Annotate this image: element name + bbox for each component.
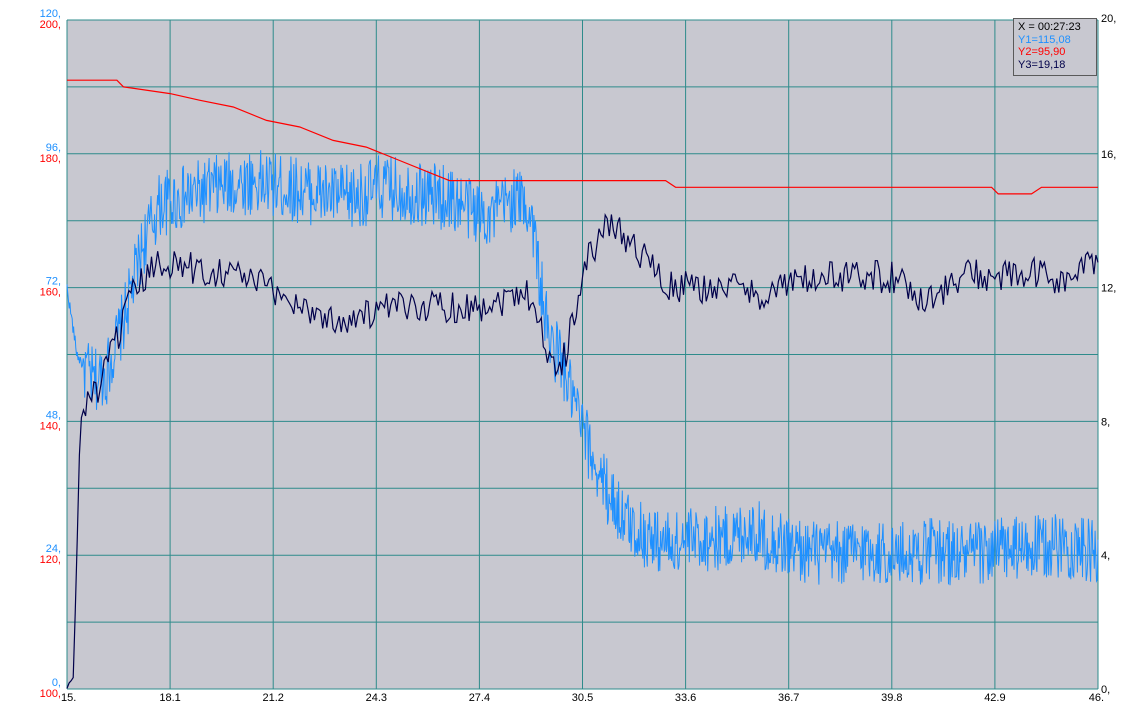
y2-tick-label: 120, bbox=[40, 554, 61, 566]
readout-y1: Y1=115,08 bbox=[1018, 33, 1071, 46]
readout-y3: Y3=19,18 bbox=[1018, 58, 1066, 71]
series-line-y1 bbox=[66, 150, 1099, 586]
x-tick-label: 42.9 bbox=[984, 692, 1005, 704]
x-tick-label: 18.1 bbox=[159, 692, 180, 704]
y3-tick-label: 12, bbox=[1101, 283, 1116, 295]
y1-tick-label: 24, bbox=[46, 543, 61, 555]
x-tick-label: 21.2 bbox=[262, 692, 283, 704]
y3-tick-label: 0, bbox=[1101, 684, 1110, 696]
y2-tick-label: 180, bbox=[40, 153, 61, 165]
y1-tick-label: 72, bbox=[46, 276, 61, 288]
y2-tick-label: 200, bbox=[40, 19, 61, 31]
y3-tick-label: 20, bbox=[1101, 13, 1116, 25]
y3-tick-label: 8, bbox=[1101, 416, 1110, 428]
x-tick-label: 27.4 bbox=[469, 692, 490, 704]
x-tick-label: 36.7 bbox=[778, 692, 799, 704]
y2-tick-label: 140, bbox=[40, 420, 61, 432]
readout-y2: Y2=95,90 bbox=[1018, 46, 1066, 58]
readout-x: X = 00:27:23 bbox=[1018, 21, 1081, 33]
y3-tick-label: 16, bbox=[1101, 149, 1116, 161]
y1-tick-label: 48, bbox=[46, 409, 61, 421]
cursor-readout-box: X = 00:27:23 Y1=115,08 Y2=95,90 Y3=19,18 bbox=[1013, 18, 1097, 76]
y3-tick-label: 4, bbox=[1101, 550, 1110, 562]
x-tick-label: 33.6 bbox=[675, 692, 696, 704]
series-line-y2 bbox=[67, 79, 1098, 195]
x-tick-label: 24.3 bbox=[366, 692, 387, 704]
y1-tick-label: 0, bbox=[52, 677, 61, 689]
y1-tick-label: 96, bbox=[46, 142, 61, 154]
x-tick-label: 15. bbox=[61, 692, 76, 704]
x-tick-label: 39.8 bbox=[881, 692, 902, 704]
y2-tick-label: 160, bbox=[40, 287, 61, 299]
y1-tick-label: 120, bbox=[40, 8, 61, 20]
series-line-y3 bbox=[66, 213, 1099, 689]
y2-tick-label: 100, bbox=[40, 688, 61, 700]
x-tick-label: 30.5 bbox=[572, 692, 593, 704]
x-tick-label: 46. bbox=[1089, 692, 1104, 704]
